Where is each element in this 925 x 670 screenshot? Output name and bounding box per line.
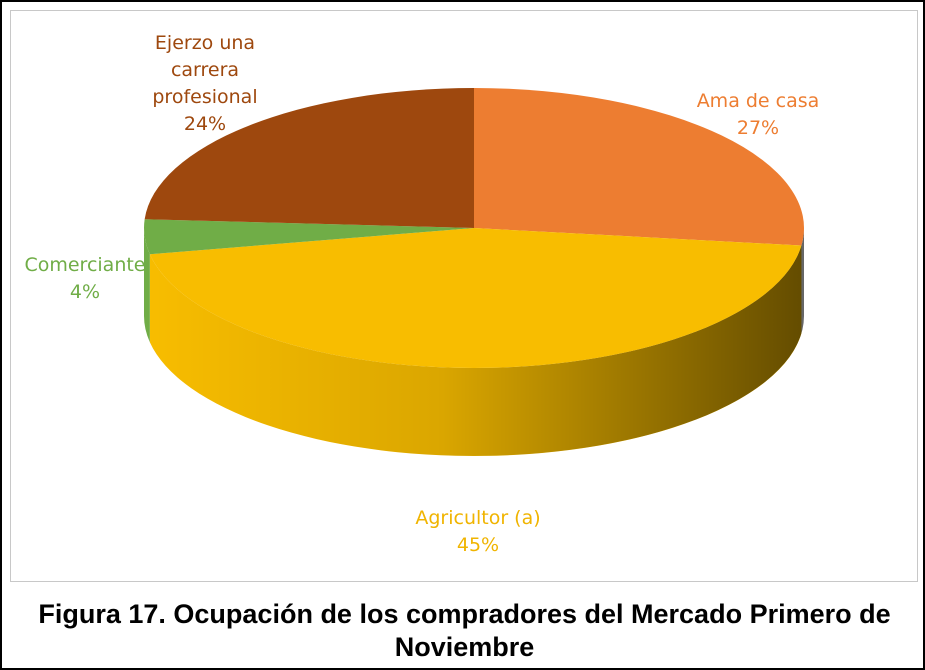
side-shading [144, 228, 804, 456]
data-label: Ejerzo una carrera profesional 24% [125, 30, 285, 138]
value-label: 24% [183, 113, 227, 135]
value-label: 45% [456, 534, 500, 556]
chart-area [10, 10, 918, 582]
category-label: Agricultor (a) [415, 507, 541, 529]
data-label: Agricultor (a) 45% [368, 505, 588, 559]
figure-caption: Figura 17. Ocupación de los compradores … [38, 599, 891, 662]
pie-slice [149, 228, 802, 368]
value-label: 27% [736, 117, 780, 139]
category-label: Comerciante [24, 254, 146, 276]
category-label: Ama de casa [696, 90, 820, 112]
data-label: Comerciante 4% [0, 252, 170, 306]
category-label: Ejerzo una carrera profesional [152, 32, 258, 108]
pie-slice [144, 219, 474, 255]
pie-slice [144, 88, 474, 228]
data-label: Ama de casa 27% [658, 88, 858, 142]
pie-slice [474, 88, 804, 246]
value-label: 4% [69, 281, 101, 303]
